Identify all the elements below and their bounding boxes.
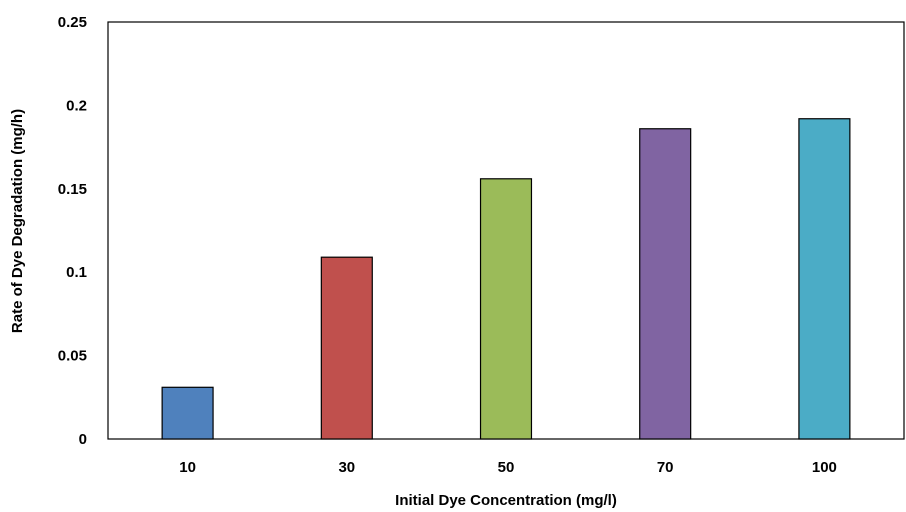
- x-tick-label: 10: [179, 459, 196, 476]
- y-tick-label: 0: [79, 431, 87, 448]
- y-tick-label: 0.1: [66, 264, 87, 281]
- y-tick-label: 0.25: [58, 14, 87, 31]
- x-tick-label: 70: [657, 459, 674, 476]
- x-axis-ticks: 10 30 50 70 100: [179, 459, 837, 476]
- bar-70: [639, 128, 692, 440]
- y-tick-label: 0.15: [58, 181, 87, 198]
- bar-series: [161, 118, 851, 440]
- bar-50: [479, 178, 533, 440]
- x-tick-label: 50: [498, 459, 515, 476]
- x-tick-label: 30: [338, 459, 355, 476]
- bar-30: [320, 256, 373, 440]
- bar-10: [161, 386, 214, 440]
- x-tick-label: 100: [812, 459, 837, 476]
- y-axis-ticks: 0 0.05 0.1 0.15 0.2 0.25: [58, 14, 87, 448]
- y-tick-label: 0.2: [66, 97, 87, 114]
- bar-100: [798, 118, 851, 440]
- y-axis-title: Rate of Dye Degradation (mg/h): [9, 109, 26, 333]
- y-tick-label: 0.05: [58, 348, 87, 365]
- x-axis-title: Initial Dye Concentration (mg/l): [395, 492, 617, 509]
